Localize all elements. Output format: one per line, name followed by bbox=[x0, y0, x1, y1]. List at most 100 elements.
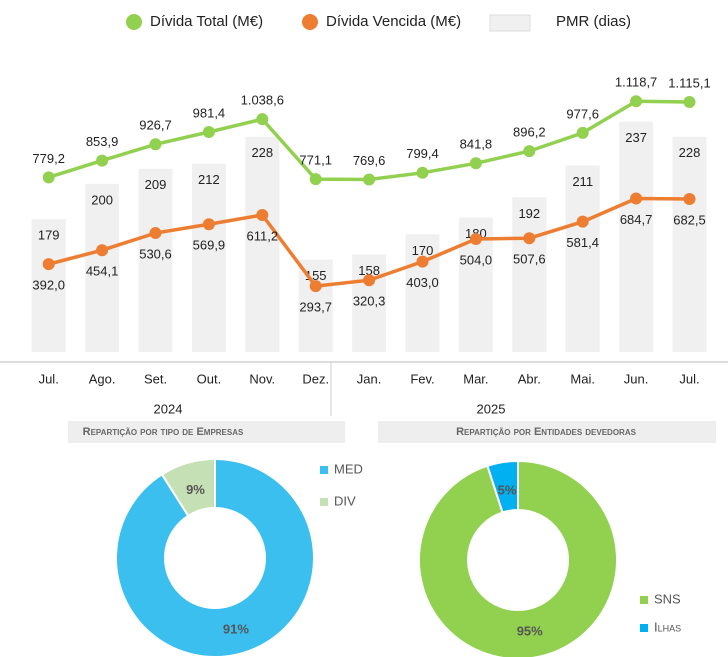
point bbox=[416, 166, 429, 179]
point bbox=[149, 227, 162, 240]
data-label: 841,8 bbox=[460, 137, 493, 152]
bar bbox=[245, 136, 280, 352]
data-label: 769,6 bbox=[353, 153, 386, 168]
point bbox=[523, 232, 536, 245]
bar bbox=[512, 197, 547, 352]
data-label: 926,7 bbox=[139, 118, 172, 133]
bar-label: 228 bbox=[679, 145, 701, 160]
bar-label: 170 bbox=[412, 243, 434, 258]
data-label: 611,2 bbox=[247, 228, 279, 243]
legend-label: Dívida Vencida (M€) bbox=[326, 13, 461, 30]
point bbox=[256, 208, 269, 221]
pie-title: Repartição por Entidades devedoras bbox=[456, 426, 637, 438]
data-label: 977,6 bbox=[566, 106, 599, 121]
point bbox=[42, 171, 55, 184]
bar bbox=[619, 121, 654, 352]
x-tick-label: Nov. bbox=[249, 371, 275, 386]
point bbox=[256, 113, 269, 126]
point bbox=[469, 157, 482, 170]
data-label: 779,2 bbox=[32, 151, 65, 166]
point bbox=[469, 233, 482, 246]
legend-swatch bbox=[302, 14, 318, 30]
legend-swatch bbox=[320, 498, 328, 506]
bar bbox=[565, 165, 600, 352]
slice-label: 9% bbox=[186, 482, 205, 497]
legend-swatch bbox=[640, 596, 648, 604]
data-label: 320,3 bbox=[353, 294, 386, 309]
donut-slice bbox=[160, 457, 216, 518]
bar bbox=[191, 163, 226, 352]
point bbox=[363, 274, 376, 287]
bar-label: 200 bbox=[91, 192, 113, 207]
data-label: 1.038,6 bbox=[241, 93, 284, 108]
bar bbox=[352, 254, 387, 352]
data-label: 569,9 bbox=[193, 238, 226, 253]
bar-label: 192 bbox=[518, 206, 540, 221]
donut-slice bbox=[486, 459, 519, 514]
data-label: 1.118,7 bbox=[615, 75, 657, 90]
donut-slice bbox=[418, 459, 618, 657]
point bbox=[416, 255, 429, 268]
bar bbox=[672, 136, 707, 352]
point bbox=[149, 138, 162, 151]
legend-label: MED bbox=[334, 461, 363, 476]
legend-swatch bbox=[126, 14, 142, 30]
data-label: 1.115,1 bbox=[668, 75, 710, 90]
data-label: 684,7 bbox=[620, 212, 653, 227]
data-label: 853,9 bbox=[86, 134, 119, 149]
bar-label: 158 bbox=[358, 263, 380, 278]
point bbox=[523, 145, 536, 158]
point bbox=[202, 218, 215, 231]
x-tick-label: Fev. bbox=[410, 371, 434, 386]
legend-label: Ilhas bbox=[654, 619, 681, 634]
legend-swatch bbox=[320, 466, 328, 474]
x-tick-label: Set. bbox=[144, 371, 167, 386]
data-label: 799,4 bbox=[406, 146, 439, 161]
data-label: 771,1 bbox=[299, 153, 332, 168]
x-tick-label: Dez. bbox=[302, 371, 329, 386]
point bbox=[96, 154, 109, 167]
bar bbox=[85, 183, 120, 352]
point bbox=[576, 126, 589, 139]
data-label: 293,7 bbox=[299, 300, 332, 315]
bar-label: 179 bbox=[38, 228, 60, 243]
data-label: 504,0 bbox=[460, 252, 493, 267]
bar-label: 237 bbox=[625, 130, 647, 145]
bar-label: 211 bbox=[572, 174, 593, 189]
year-label: 2024 bbox=[154, 401, 183, 416]
bar-label: 212 bbox=[198, 172, 220, 187]
bar bbox=[31, 219, 66, 352]
bar-label: 228 bbox=[251, 145, 273, 160]
bar bbox=[138, 168, 173, 352]
point bbox=[576, 215, 589, 228]
data-label: 981,4 bbox=[193, 105, 226, 120]
x-tick-label: Out. bbox=[197, 371, 222, 386]
data-label: 682,5 bbox=[673, 212, 706, 227]
point bbox=[309, 280, 322, 293]
point bbox=[630, 192, 643, 205]
x-tick-label: Abr. bbox=[518, 371, 541, 386]
point bbox=[309, 173, 322, 186]
point bbox=[96, 244, 109, 257]
data-label: 581,4 bbox=[566, 235, 599, 250]
x-tick-label: Mai. bbox=[570, 371, 595, 386]
bar-label: 209 bbox=[145, 177, 167, 192]
slice-label: 91% bbox=[223, 621, 249, 636]
data-label: 392,0 bbox=[32, 278, 65, 293]
x-tick-label: Jul. bbox=[39, 371, 59, 386]
bar bbox=[298, 259, 333, 352]
slice-label: 95% bbox=[517, 623, 543, 638]
data-label: 454,1 bbox=[86, 264, 119, 279]
slice-label: 5% bbox=[498, 482, 517, 497]
x-tick-label: Jun. bbox=[624, 371, 649, 386]
legend-swatch bbox=[489, 14, 531, 32]
point bbox=[683, 193, 696, 206]
bar bbox=[405, 234, 440, 352]
pie-title-bg bbox=[378, 421, 716, 443]
point bbox=[683, 96, 696, 109]
point bbox=[202, 126, 215, 139]
x-tick-label: Jan. bbox=[357, 371, 382, 386]
legend-label: PMR (dias) bbox=[556, 13, 631, 30]
data-label: 896,2 bbox=[513, 125, 546, 140]
point bbox=[630, 95, 643, 108]
